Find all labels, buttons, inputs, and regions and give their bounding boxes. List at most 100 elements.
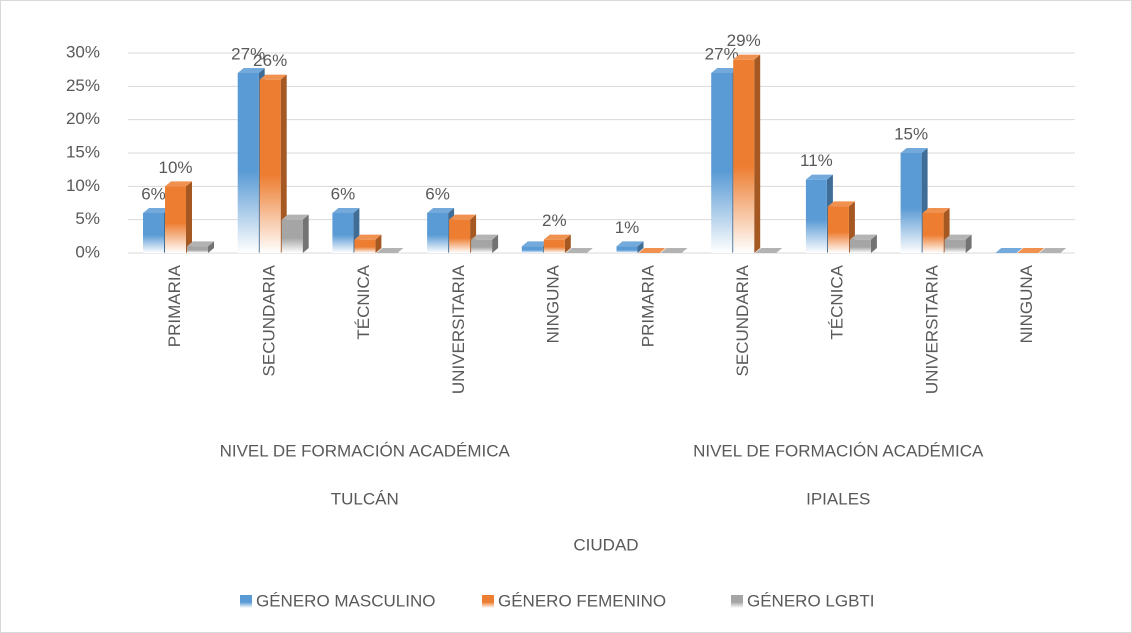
bar-side xyxy=(637,241,644,253)
legend-swatch xyxy=(240,595,252,608)
data-label: 6% xyxy=(425,184,450,203)
x-tick-label: SECUNDARIA xyxy=(260,264,279,376)
bar xyxy=(165,181,192,253)
bar-front xyxy=(827,206,849,253)
bar-top xyxy=(259,74,287,80)
bar xyxy=(616,241,644,253)
y-tick-label: 20% xyxy=(66,109,100,128)
x-tick-label: NINGUNA xyxy=(544,264,563,343)
bar-front xyxy=(944,239,966,253)
data-label: 1% xyxy=(615,218,640,237)
x-tick-label: TÉCNICA xyxy=(354,264,373,339)
city-label: IPIALES xyxy=(806,489,870,508)
bar-top xyxy=(521,241,549,247)
bar-front xyxy=(711,73,733,253)
bar-front xyxy=(332,213,354,253)
group-label: NIVEL DE FORMACIÓN ACADÉMICA xyxy=(220,441,511,460)
bar-top xyxy=(354,234,382,240)
bar xyxy=(1039,248,1067,253)
bar xyxy=(638,248,666,253)
x-tick-label: UNIVERSITARIA xyxy=(922,264,941,394)
y-tick-label: 10% xyxy=(66,176,100,195)
bar-front xyxy=(616,246,638,253)
bar-front xyxy=(187,246,208,253)
bar-front xyxy=(449,219,471,253)
bar-side xyxy=(564,234,571,253)
bar-top xyxy=(281,214,309,220)
bar-front xyxy=(281,219,303,253)
bar-top xyxy=(827,201,855,207)
legend-item: GÉNERO LGBTI xyxy=(731,591,875,610)
bar-top xyxy=(922,208,950,213)
bar-top xyxy=(711,68,739,73)
bar-top xyxy=(565,248,593,253)
bar-side xyxy=(492,234,499,253)
bar-top xyxy=(165,181,192,187)
bar-top xyxy=(849,234,877,240)
bar-front xyxy=(900,153,922,253)
bar-front xyxy=(805,179,827,253)
data-label: 2% xyxy=(542,211,567,230)
bar-top xyxy=(1017,248,1045,253)
bar xyxy=(376,248,404,253)
data-label: 27% xyxy=(705,44,739,63)
bar xyxy=(543,234,571,253)
bar-front xyxy=(143,213,164,253)
bar-top xyxy=(805,174,833,180)
x-tick-label: UNIVERSITARIA xyxy=(449,264,468,394)
bar-top xyxy=(143,208,170,213)
group-label: NIVEL DE FORMACIÓN ACADÉMICA xyxy=(693,441,984,460)
data-label: 15% xyxy=(894,124,928,143)
bar-front xyxy=(521,246,543,253)
bar xyxy=(259,74,287,254)
bar-front xyxy=(259,79,281,254)
data-label: 27% xyxy=(231,44,265,63)
legend-swatch xyxy=(482,595,494,608)
bar-top xyxy=(332,208,360,213)
y-tick-label: 5% xyxy=(75,209,100,228)
bar xyxy=(187,241,214,253)
legend-item: GÉNERO FEMENINO xyxy=(482,591,666,610)
bar-top xyxy=(638,248,666,253)
bar-front xyxy=(427,213,449,253)
bar xyxy=(755,248,783,253)
x-tick-label: TÉCNICA xyxy=(828,264,847,339)
data-label: 10% xyxy=(158,158,192,177)
y-tick-label: 15% xyxy=(66,142,100,161)
bar-top xyxy=(755,248,783,253)
bar-top xyxy=(660,248,688,253)
data-label: 6% xyxy=(141,184,166,203)
bar-top xyxy=(900,148,928,153)
bar-side xyxy=(280,74,287,254)
bar-front xyxy=(471,239,493,253)
data-label: 6% xyxy=(331,184,356,203)
bar-front xyxy=(354,239,376,253)
bar-top xyxy=(449,214,477,220)
bar-top xyxy=(733,54,761,60)
bar-side xyxy=(186,181,192,253)
x-tick-label: PRIMARIA xyxy=(165,264,184,347)
bar-side xyxy=(302,214,309,253)
bar xyxy=(1017,248,1045,253)
bar-top xyxy=(616,241,644,247)
data-label: 29% xyxy=(727,31,761,50)
bar-front xyxy=(543,239,565,253)
legend-swatch xyxy=(731,595,743,608)
x-tick-label: NINGUNA xyxy=(1017,264,1036,343)
bar xyxy=(849,234,877,253)
bar xyxy=(733,54,761,253)
bar-side xyxy=(754,54,761,253)
legend-label: GÉNERO MASCULINO xyxy=(256,591,435,610)
legend-label: GÉNERO LGBTI xyxy=(747,591,875,610)
bar-top xyxy=(427,208,455,213)
bar-top xyxy=(944,234,972,240)
y-tick-label: 0% xyxy=(75,242,100,261)
bar-front xyxy=(849,239,871,253)
x-axis-title: CIUDAD xyxy=(573,535,638,554)
y-tick-label: 30% xyxy=(66,42,100,61)
bar-top xyxy=(376,248,404,253)
bar-front xyxy=(922,213,944,253)
bar xyxy=(354,234,382,253)
bar-side xyxy=(375,234,382,253)
